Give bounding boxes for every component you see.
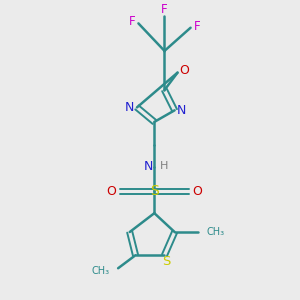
Text: CH₃: CH₃ bbox=[91, 266, 110, 276]
Text: F: F bbox=[194, 20, 200, 33]
Text: N: N bbox=[177, 104, 187, 117]
Text: F: F bbox=[160, 3, 167, 16]
Text: H: H bbox=[159, 161, 168, 171]
Text: O: O bbox=[192, 185, 202, 198]
Text: N: N bbox=[143, 160, 153, 173]
Text: CH₃: CH₃ bbox=[206, 227, 225, 237]
Text: O: O bbox=[179, 64, 189, 77]
Text: S: S bbox=[163, 255, 171, 268]
Text: O: O bbox=[106, 185, 116, 198]
Text: S: S bbox=[150, 184, 159, 198]
Text: N: N bbox=[125, 101, 134, 114]
Text: F: F bbox=[129, 15, 135, 28]
